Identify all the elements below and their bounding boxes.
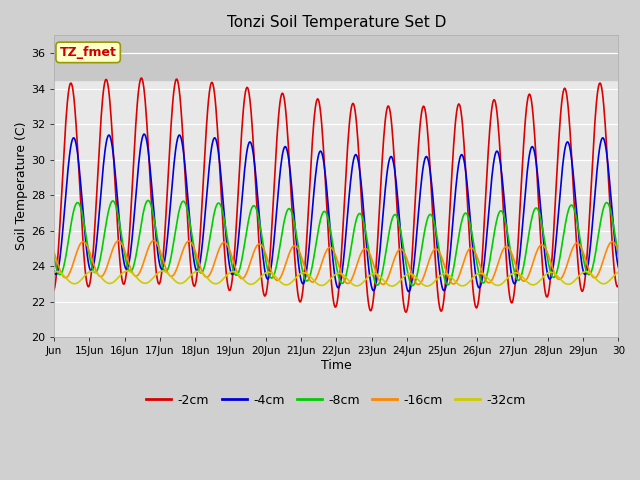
-32cm [50,270,58,276]
-8cm [116,225,124,230]
-32cm [614,269,622,275]
-4cm [50,268,58,274]
-32cm [249,281,257,287]
Legend: -2cm, -4cm, -8cm, -16cm, -32cm: -2cm, -4cm, -8cm, -16cm, -32cm [141,389,531,412]
-4cm [221,218,228,224]
-2cm [614,283,622,288]
Line: -32cm: -32cm [54,271,618,286]
-32cm [388,283,396,289]
Line: -8cm: -8cm [54,201,618,286]
-16cm [415,282,422,288]
-16cm [428,251,435,257]
-4cm [249,147,257,153]
-2cm [50,287,58,293]
-4cm [140,131,148,137]
Line: -4cm: -4cm [54,134,618,292]
-8cm [270,272,278,278]
Bar [54,36,618,80]
-2cm [396,243,403,249]
-16cm [270,275,278,280]
-16cm [221,240,228,245]
X-axis label: Time: Time [321,359,351,372]
-8cm [221,220,228,226]
-4cm [428,180,435,186]
-16cm [50,250,58,255]
-32cm [124,268,131,274]
-8cm [145,198,152,204]
-4cm [396,212,403,218]
-8cm [396,221,403,227]
-32cm [428,281,435,287]
-8cm [614,252,622,258]
-16cm [150,238,157,243]
-4cm [405,289,413,295]
-16cm [614,248,622,254]
Title: Tonzi Soil Temperature Set D: Tonzi Soil Temperature Set D [227,15,446,30]
-32cm [270,272,278,278]
-2cm [402,309,410,315]
-32cm [116,273,124,278]
-16cm [396,247,403,252]
-4cm [614,264,622,270]
-2cm [249,132,257,137]
Y-axis label: Soil Temperature (C): Soil Temperature (C) [15,122,28,251]
-4cm [270,237,278,243]
-2cm [428,191,435,196]
-16cm [249,252,257,258]
-16cm [116,239,124,244]
-2cm [221,252,228,258]
-8cm [50,254,58,260]
-8cm [428,212,435,218]
Line: -2cm: -2cm [54,78,618,312]
-32cm [396,278,404,284]
Line: -16cm: -16cm [54,240,618,285]
-4cm [116,229,124,235]
-8cm [408,283,416,288]
-2cm [138,75,145,81]
-2cm [116,263,124,269]
-8cm [249,204,257,209]
Text: TZ_fmet: TZ_fmet [60,46,116,59]
-32cm [221,275,228,280]
-2cm [270,184,278,190]
